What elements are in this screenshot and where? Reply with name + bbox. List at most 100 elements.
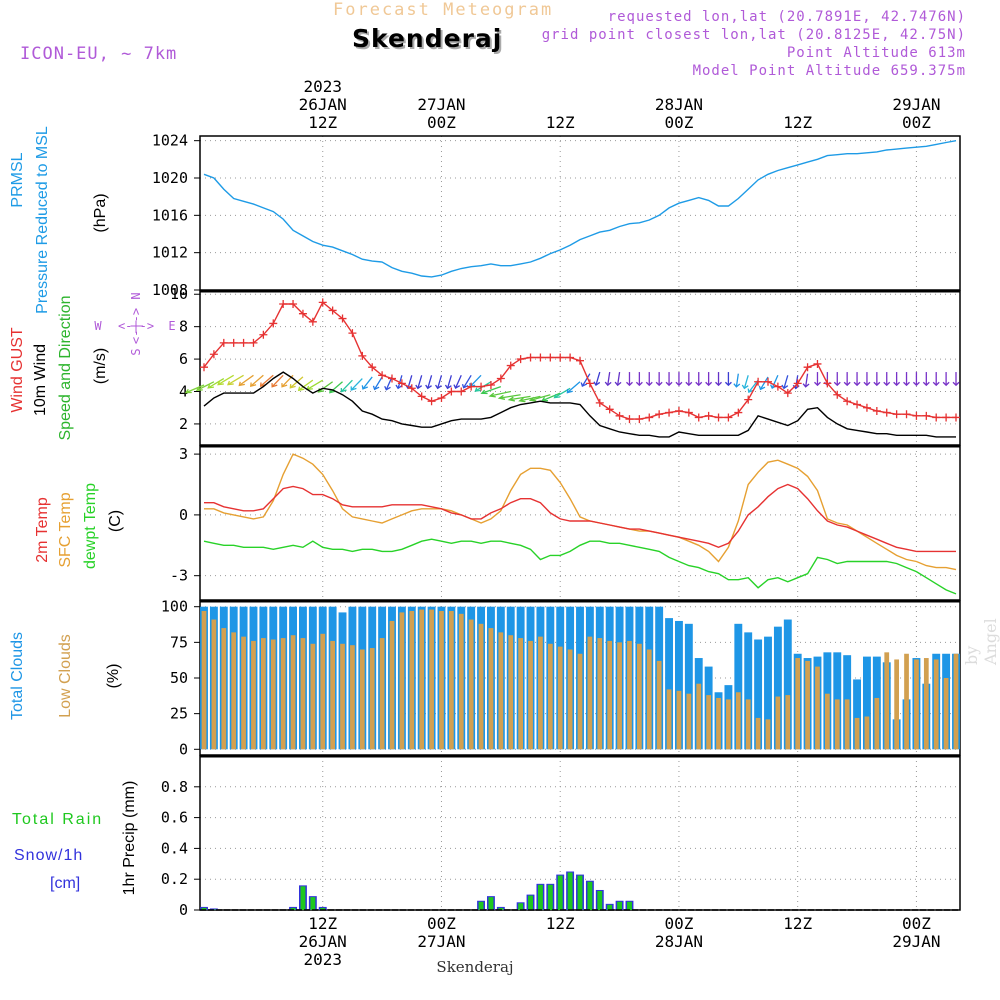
wind-gust-marker — [764, 377, 772, 386]
wind-gust-marker — [279, 299, 288, 308]
wind-arrow-head — [724, 381, 732, 387]
wind-direction-arrow — [238, 374, 254, 386]
total-clouds-label: Total Clouds — [9, 632, 26, 720]
wind-arrow-head — [361, 385, 368, 390]
low-clouds-bar — [350, 645, 355, 750]
wind-ytick-label: 10 — [170, 285, 188, 303]
wind-arrow-head — [893, 381, 901, 387]
wind-gust-marker — [556, 353, 565, 362]
low-clouds-bar — [646, 649, 652, 750]
wind-direction-arrow — [509, 395, 531, 401]
pressure-ytick-label: 1008 — [152, 281, 188, 299]
wind-direction-arrow — [617, 371, 621, 386]
wind-direction-arrow — [783, 375, 789, 389]
snow-unit-label: [cm] — [50, 875, 80, 892]
wind-gust-marker — [625, 415, 634, 424]
wind-gust-marker — [674, 406, 683, 415]
low-clouds-bar — [528, 640, 533, 750]
low-clouds-bar — [815, 666, 820, 750]
wind-arrow-head — [853, 381, 861, 387]
precip-ytick-label: 0 — [179, 901, 188, 919]
wind-direction-arrow — [260, 374, 274, 387]
total-clouds-bar — [675, 620, 683, 750]
rain-bar — [617, 901, 623, 910]
wind-gust-marker — [536, 353, 545, 362]
low-clouds-bar — [320, 633, 326, 750]
rain-bar — [577, 875, 583, 910]
sfc-temp-line — [204, 453, 957, 571]
precip-ytick-label: 0.6 — [161, 809, 188, 827]
wind-arrow-head — [395, 384, 403, 390]
low-clouds-bar — [666, 689, 672, 750]
wind-gust-marker — [942, 413, 951, 422]
wind-arrow-head — [843, 381, 851, 387]
low-clouds-bar — [785, 695, 791, 750]
wind-gust-marker — [368, 363, 377, 372]
wind-gust-marker — [427, 397, 436, 406]
pressure-unit-label: (hPa) — [92, 193, 109, 232]
low-clouds-bar — [241, 636, 246, 750]
low-clouds-bar — [745, 699, 751, 750]
wind-gust-marker — [477, 382, 486, 391]
wind-gust-marker — [407, 384, 416, 393]
wind-arrow-head — [461, 383, 469, 389]
wind-direction-arrow — [427, 375, 433, 389]
rain-bar — [498, 907, 504, 910]
low-clouds-bar — [290, 635, 296, 750]
low-clouds-bar — [686, 693, 692, 750]
rain-label: Total Rain — [12, 811, 103, 828]
wind-direction-arrow — [207, 377, 225, 389]
low-clouds-bar — [310, 643, 316, 750]
low-clouds-bar — [923, 658, 929, 750]
top-time-label: 29JAN — [892, 95, 940, 114]
pressure-frame — [199, 135, 961, 291]
wind-gust-marker — [328, 306, 337, 315]
credit-watermark: by Angel — [962, 618, 1000, 665]
low-clouds-bar — [419, 609, 425, 750]
wind-gust-marker — [694, 413, 703, 422]
low-clouds-bar — [340, 643, 345, 750]
gridpoint-coords: grid point closest lon,lat (20.8125E, 42… — [541, 27, 966, 43]
rain-bar — [557, 875, 563, 910]
wind-direction-arrow — [374, 376, 383, 390]
low-clouds-bar — [330, 640, 335, 750]
point-altitude: Point Altitude 613m — [786, 45, 966, 61]
low-clouds-bar — [478, 623, 484, 750]
rain-bar — [627, 901, 632, 910]
wind-speed-line — [203, 371, 956, 438]
low-clouds-label: Low Clouds — [57, 634, 74, 718]
wind-direction-arrow — [446, 375, 452, 389]
wind-direction-arrow — [306, 379, 324, 391]
low-clouds-bar — [775, 696, 781, 750]
low-clouds-bar — [656, 660, 662, 750]
low-clouds-bar — [696, 683, 702, 750]
wind-arrow-head — [340, 387, 347, 393]
wind-gust-marker — [338, 314, 347, 323]
wind-gust-marker — [298, 309, 307, 318]
rain-bar — [201, 907, 207, 910]
wind-gust-marker — [902, 410, 911, 419]
wind-gust-marker — [793, 379, 802, 388]
wind-gust-marker — [922, 411, 931, 420]
low-clouds-bar — [468, 619, 474, 750]
low-clouds-bar — [251, 640, 256, 750]
wind-gust-marker — [289, 299, 298, 308]
snow-label: Snow/1h — [14, 847, 83, 864]
precip-ytick-label: 0.2 — [161, 870, 188, 888]
wind-gust-marker — [457, 387, 466, 396]
wind-arrow-head — [952, 381, 960, 387]
compass-north-label: N — [129, 292, 143, 299]
wind-arrow-head — [705, 381, 713, 387]
low-clouds-bar — [617, 642, 622, 750]
wind-arrow-head — [715, 381, 722, 387]
wind-gust-marker — [714, 413, 723, 422]
wind-direction-arrow — [250, 374, 264, 387]
wind-gust-marker — [645, 413, 654, 422]
pressure-ytick-label: 1012 — [152, 244, 188, 262]
wind-arrow-head — [384, 385, 391, 391]
wind-arrow-head — [528, 396, 537, 402]
wind-gust-marker — [219, 338, 228, 347]
wind-arrow-head — [614, 381, 622, 387]
wind-arrow-head — [781, 384, 789, 390]
wind-direction-arrow — [530, 394, 551, 401]
